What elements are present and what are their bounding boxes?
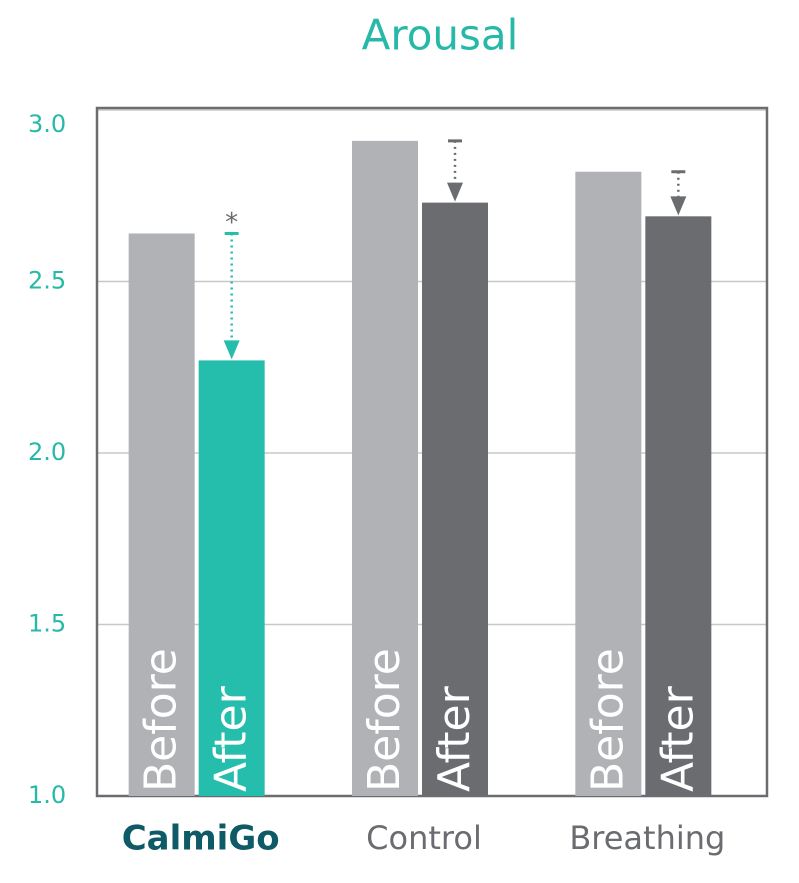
x-tick-label: Control: [366, 819, 482, 857]
bar-label: After: [429, 685, 480, 792]
annotation: *: [225, 208, 238, 238]
arrow-head: [223, 340, 240, 360]
change-arrow: [223, 231, 240, 360]
y-tick-label: 3.0: [28, 110, 66, 138]
y-tick-label: 2.0: [28, 438, 66, 466]
bar-label: Before: [582, 648, 633, 792]
change-arrow: [670, 170, 687, 216]
bar-label: Before: [136, 648, 187, 792]
bar-label: Before: [359, 648, 410, 792]
bar: [645, 216, 712, 796]
bar: [128, 233, 195, 797]
y-tick-label: 1.0: [28, 781, 66, 809]
y-tick-label: 2.5: [28, 267, 66, 295]
x-tick-label: Breathing: [569, 819, 725, 857]
bar: [198, 360, 265, 796]
y-tick-label: 1.5: [28, 610, 66, 638]
bar: [575, 171, 642, 797]
x-tick-label: CalmiGo: [122, 819, 280, 859]
chart-title: Arousal: [362, 11, 519, 60]
bar-label: After: [206, 685, 257, 792]
arrow-head: [447, 182, 463, 202]
arrow-head: [670, 196, 687, 216]
bar: [422, 202, 488, 797]
bar-label: After: [652, 685, 703, 792]
bar: [352, 140, 418, 796]
change-arrow: [447, 139, 463, 202]
